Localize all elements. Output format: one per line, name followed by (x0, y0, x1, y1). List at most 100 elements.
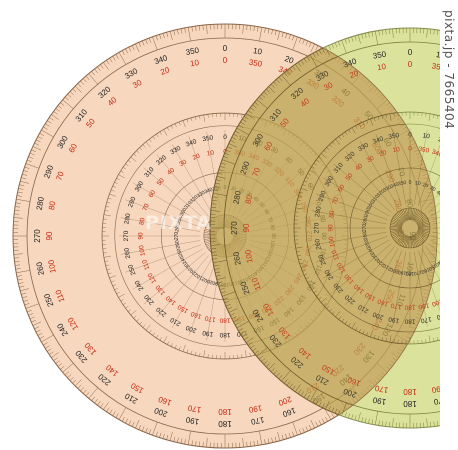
tick (211, 248, 217, 250)
tick (328, 406, 331, 411)
scale-label: 70 (331, 196, 340, 206)
tick (17, 191, 23, 194)
tick (354, 35, 357, 41)
tick (221, 291, 236, 297)
tick (125, 306, 129, 309)
tick (334, 42, 338, 48)
scale-label: 70 (142, 202, 151, 212)
tick (288, 432, 291, 438)
center-hub (390, 208, 430, 248)
tick (394, 232, 405, 242)
tick (410, 208, 412, 221)
tick (159, 131, 162, 135)
tick (215, 271, 221, 274)
tick (399, 234, 407, 246)
tick (316, 293, 320, 297)
spoke (188, 259, 217, 336)
spoke (133, 248, 204, 290)
tick (142, 144, 146, 148)
tick (391, 230, 403, 236)
tick (15, 268, 21, 270)
tick (377, 116, 380, 120)
scale-label: 170 (413, 269, 422, 276)
tick (318, 156, 322, 159)
tick (341, 318, 345, 322)
scale-label: 340 (204, 187, 214, 196)
scale-label: 190 (388, 315, 400, 324)
tick (62, 99, 74, 109)
tick (288, 34, 291, 40)
scale-label: 250 (363, 238, 372, 248)
scale-label: 30 (429, 185, 437, 193)
tick (406, 208, 409, 221)
scale-label: 0 (408, 60, 413, 69)
tick (348, 129, 351, 133)
scale-label: 20 (378, 149, 388, 158)
overlap-lens: 0102030405060708090100110120130140150160… (209, 27, 437, 429)
tick (228, 308, 238, 313)
tick (214, 186, 220, 188)
tick (37, 136, 43, 140)
scale-label: 120 (336, 261, 348, 274)
tick (112, 284, 116, 287)
tick (103, 62, 109, 70)
tick (315, 51, 319, 56)
tick (191, 26, 193, 32)
tick (292, 35, 295, 41)
tick (174, 345, 177, 349)
tick (39, 336, 45, 339)
tick (88, 387, 98, 399)
tick (115, 413, 119, 418)
tick (355, 327, 358, 331)
tick (213, 264, 219, 267)
tick (240, 121, 245, 125)
tick (19, 285, 25, 288)
tick (406, 235, 409, 248)
tick (285, 33, 288, 39)
tick (308, 425, 312, 430)
tick (385, 29, 387, 35)
tick (110, 189, 115, 192)
tick (414, 211, 422, 222)
tick (45, 123, 50, 127)
tick (318, 401, 322, 407)
scale-label: 260 (174, 239, 181, 248)
scale-label: 170 (187, 403, 202, 414)
tick (250, 107, 255, 111)
tick (105, 206, 110, 208)
scale-label: 200 (372, 310, 385, 320)
tick (13, 253, 23, 255)
tick (190, 117, 193, 122)
scale-label: 250 (317, 253, 327, 266)
scale-label: 190 (431, 383, 446, 394)
scale-label: 10 (206, 149, 215, 157)
tick (138, 425, 142, 430)
tick (122, 416, 125, 422)
tick (416, 231, 428, 239)
scale-label: 350 (202, 134, 214, 143)
tick (368, 32, 370, 38)
tick (253, 440, 255, 446)
tick (329, 308, 333, 312)
tick (64, 371, 69, 376)
tick (195, 26, 197, 32)
tick (246, 337, 254, 343)
scale-label: 100 (243, 249, 254, 264)
scale-label: 270 (230, 221, 239, 235)
tick (393, 216, 404, 224)
tick (338, 41, 341, 47)
tick (225, 149, 231, 153)
tick (274, 30, 277, 36)
tick (325, 400, 330, 410)
tick (321, 418, 325, 424)
tick (120, 170, 124, 173)
tick (375, 30, 378, 45)
spoke (156, 255, 209, 318)
tick (69, 376, 74, 381)
tick (34, 326, 40, 330)
scale-label: 330 (382, 184, 392, 193)
tick (388, 421, 390, 427)
spoke (333, 243, 392, 293)
scale-label: 160 (420, 266, 430, 275)
tick (51, 352, 59, 358)
